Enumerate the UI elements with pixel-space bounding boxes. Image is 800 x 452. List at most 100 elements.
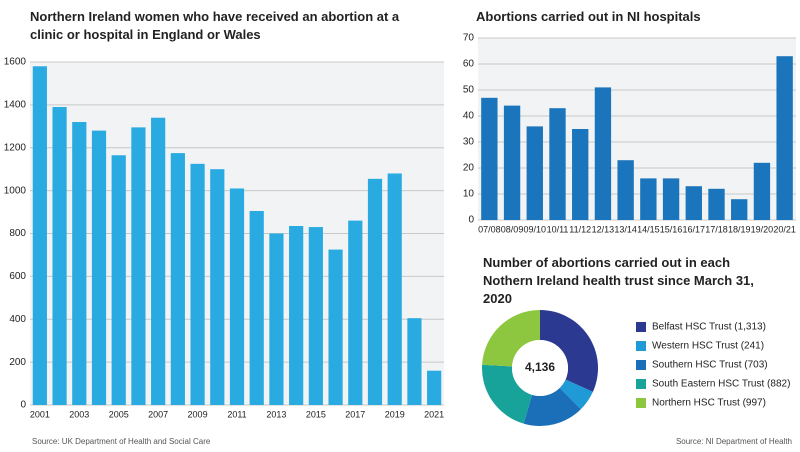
- y-tick-label: 200: [9, 357, 26, 368]
- y-tick-label: 800: [9, 228, 26, 239]
- x-tick-label: 09/10: [524, 224, 547, 234]
- bar: [662, 178, 680, 220]
- bar: [640, 178, 657, 220]
- pie-slice: [559, 379, 593, 410]
- bar: [151, 117, 166, 406]
- bar: [308, 227, 323, 405]
- bar: [229, 188, 245, 405]
- x-tick-label: 2017: [345, 409, 365, 419]
- bar: [685, 186, 702, 220]
- bar: [367, 178, 383, 405]
- x-tick-label: 2005: [109, 409, 129, 419]
- legend-swatch: [636, 379, 646, 389]
- source: Source: UK Department of Health and Soci…: [32, 437, 211, 446]
- x-tick-label: 13/14: [614, 224, 637, 234]
- y-tick-label: 70: [463, 33, 475, 44]
- bar: [269, 233, 284, 405]
- pie-slice: [481, 364, 533, 424]
- chart-title: Number of abortions carried out in each …: [483, 255, 754, 306]
- x-tick-label: 07/08: [478, 224, 501, 234]
- pie-slice: [523, 387, 581, 427]
- legend-label: South Eastern HSC Trust (882): [652, 379, 790, 390]
- plot-area: [478, 38, 796, 220]
- x-tick-label: 15/16: [660, 224, 683, 234]
- x-tick-label: 08/09: [501, 224, 524, 234]
- donut-hole: [512, 340, 568, 396]
- bar: [170, 153, 185, 405]
- legend-swatch: [636, 322, 646, 332]
- bar: [131, 127, 146, 406]
- bar: [32, 66, 47, 405]
- x-tick-label: 2011: [227, 409, 246, 419]
- legend-label: Southern HSC Trust (703): [652, 360, 768, 371]
- x-tick-label: 2013: [266, 409, 286, 419]
- y-tick-label: 0: [20, 400, 26, 411]
- bar: [617, 160, 634, 220]
- bar: [91, 130, 107, 405]
- chart-title: Abortions carried out in NI hospitals: [476, 9, 701, 24]
- bar: [427, 370, 442, 405]
- x-tick-label: 2003: [69, 409, 89, 419]
- x-tick-label: 12/13: [592, 224, 615, 234]
- y-tick-label: 600: [9, 271, 26, 282]
- chart-title: Northern Ireland women who have received…: [30, 9, 400, 42]
- x-tick-label: 11/12: [569, 224, 591, 234]
- source: Source: NI Department of Health: [675, 437, 792, 446]
- center-label: 4,136: [525, 360, 555, 374]
- bar: [731, 199, 748, 220]
- bar: [753, 162, 771, 220]
- legend-swatch: [636, 341, 646, 351]
- bar: [526, 126, 543, 220]
- bar: [210, 169, 225, 405]
- bar: [111, 155, 126, 405]
- y-tick-label: 1200: [4, 142, 27, 153]
- bar: [481, 97, 498, 220]
- y-tick-label: 20: [463, 163, 475, 174]
- bar: [387, 173, 402, 405]
- bar: [708, 188, 725, 220]
- bar: [594, 87, 612, 221]
- bar: [503, 105, 521, 220]
- pie-slice: [540, 310, 599, 392]
- bar: [249, 210, 264, 405]
- x-tick-label: 2019: [385, 409, 405, 419]
- y-tick-label: 1600: [4, 57, 27, 68]
- bar: [289, 225, 304, 405]
- x-tick-label: 2007: [148, 409, 168, 419]
- y-tick-label: 30: [463, 137, 475, 148]
- y-tick-label: 1000: [4, 185, 27, 196]
- x-tick-label: 19/20: [751, 224, 774, 234]
- x-tick-label: 10/11: [547, 224, 569, 234]
- x-tick-label: 18/19: [728, 224, 751, 234]
- bar: [407, 318, 422, 405]
- y-tick-label: 50: [463, 85, 475, 96]
- y-tick-label: 40: [463, 111, 475, 122]
- y-tick-label: 10: [463, 189, 475, 200]
- bar: [348, 220, 363, 405]
- bar: [572, 129, 589, 220]
- x-tick-label: 2021: [424, 409, 444, 419]
- bar: [52, 107, 67, 406]
- legend-label: Northern HSC Trust (997): [652, 398, 766, 409]
- y-tick-label: 1400: [4, 100, 27, 111]
- pie-slice: [482, 310, 540, 367]
- x-tick-label: 2015: [306, 409, 326, 419]
- bar: [328, 249, 343, 405]
- bar: [190, 163, 205, 405]
- y-tick-label: 400: [9, 314, 26, 325]
- bar: [776, 56, 793, 221]
- legend-swatch: [636, 398, 646, 408]
- x-tick-label: 16/17: [683, 224, 706, 234]
- x-tick-label: 14/15: [637, 224, 660, 234]
- legend-label: Belfast HSC Trust (1,313): [652, 322, 766, 333]
- y-tick-label: 0: [468, 215, 474, 226]
- x-tick-label: 2009: [188, 409, 208, 419]
- bar: [549, 108, 566, 220]
- x-tick-label: 17/18: [705, 224, 728, 234]
- x-tick-label: 20/21: [773, 224, 796, 234]
- x-tick-label: 2001: [30, 409, 50, 419]
- y-tick-label: 60: [463, 59, 475, 70]
- legend-swatch: [636, 360, 646, 370]
